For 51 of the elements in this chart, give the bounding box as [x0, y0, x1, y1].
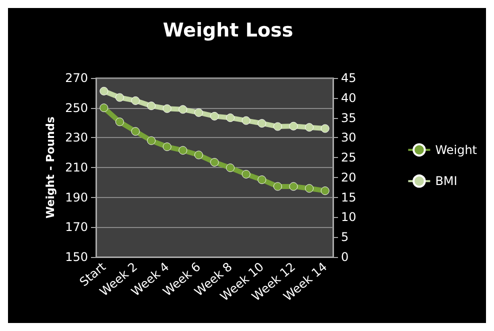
- point: [210, 112, 219, 120]
- point: [147, 102, 156, 110]
- y2-tick-label: 30: [341, 130, 356, 145]
- y-tick-label: 190: [65, 190, 88, 204]
- point: [320, 186, 330, 196]
- legend-label: BMI: [435, 174, 458, 188]
- y2-tick-label: 45: [341, 71, 356, 85]
- legend-label: Weight: [435, 142, 478, 157]
- point: [258, 119, 266, 128]
- point: [320, 124, 330, 133]
- point: [194, 150, 203, 160]
- point: [115, 93, 124, 102]
- point: [100, 104, 108, 112]
- point: [162, 104, 172, 113]
- point: [258, 175, 266, 184]
- y-tick-label: 250: [65, 100, 88, 115]
- y2-tick-label: 20: [341, 170, 356, 184]
- point: [162, 142, 172, 152]
- point: [273, 122, 282, 131]
- point: [131, 96, 140, 105]
- point: [289, 122, 298, 130]
- point: [289, 182, 298, 191]
- point: [242, 170, 250, 178]
- y2-tick-label: 0: [341, 250, 349, 264]
- y-axis-title: Weight - Pounds: [44, 116, 57, 218]
- point: [131, 127, 140, 136]
- y2-tick-label: 10: [341, 210, 356, 224]
- y-tick-label: 170: [65, 220, 88, 234]
- y-tick-label: 270: [65, 71, 88, 85]
- y2-tick-label: 40: [341, 90, 356, 105]
- point: [100, 86, 108, 96]
- point: [226, 164, 235, 172]
- point: [305, 123, 314, 132]
- chart-title: Weight Loss: [162, 20, 294, 42]
- point: [305, 184, 314, 193]
- y2-tick-label: 35: [341, 110, 356, 125]
- point: [242, 116, 250, 125]
- point: [178, 105, 188, 114]
- point: [273, 182, 282, 191]
- point: [147, 136, 156, 145]
- y2-tick-label: 5: [341, 230, 349, 244]
- point: [210, 158, 219, 167]
- y-tick-label: 210: [65, 160, 88, 174]
- y-tick-label: 230: [65, 130, 88, 145]
- point: [194, 108, 203, 117]
- point: [178, 146, 188, 155]
- point: [226, 114, 235, 122]
- y2-tick-label: 15: [341, 190, 356, 204]
- y-tick-label: 150: [65, 250, 88, 264]
- y2-tick-label: 25: [341, 150, 356, 165]
- point: [115, 118, 124, 126]
